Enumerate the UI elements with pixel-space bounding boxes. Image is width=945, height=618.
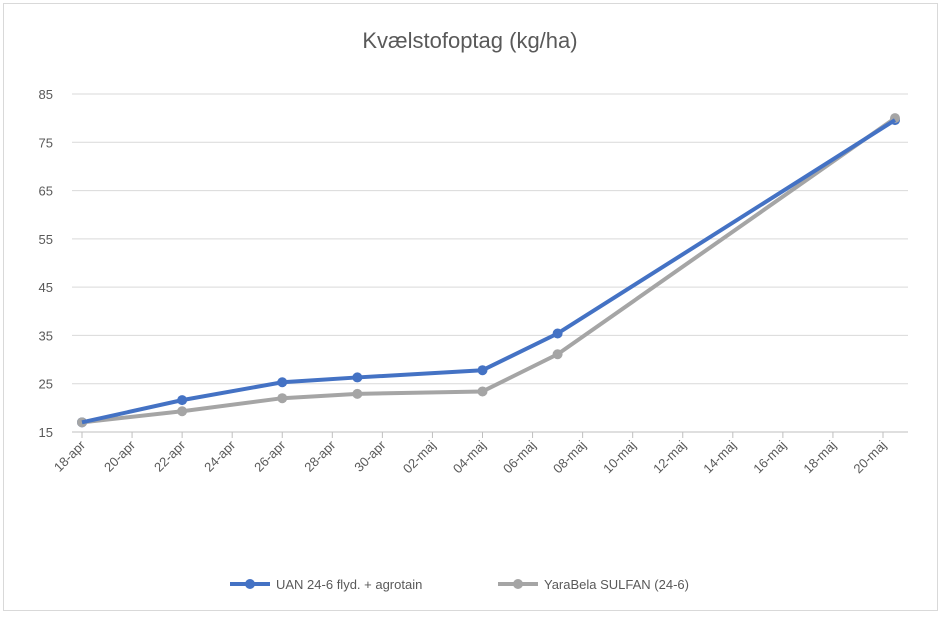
- data-point: [477, 386, 488, 397]
- y-tick-label: 15: [39, 425, 53, 440]
- y-tick-label: 75: [39, 135, 53, 150]
- x-tick-label: 14-maj: [700, 437, 739, 476]
- data-point: [177, 406, 188, 417]
- legend-marker-1: [513, 579, 523, 589]
- x-tick-label: 16-maj: [750, 437, 789, 476]
- y-tick-label: 45: [39, 280, 53, 295]
- x-tick-label: 04-maj: [450, 437, 489, 476]
- x-tick-label: 22-apr: [151, 437, 189, 475]
- x-tick-label: 30-apr: [351, 437, 389, 475]
- y-tick-label: 25: [39, 377, 53, 392]
- x-tick-label: 08-maj: [550, 437, 589, 476]
- x-tick-label: 02-maj: [400, 437, 439, 476]
- legend-label: UAN 24-6 flyd. + agrotain: [276, 577, 422, 592]
- x-tick-label: 18-maj: [800, 437, 839, 476]
- legend-marker-0: [245, 579, 255, 589]
- y-tick-label: 35: [39, 328, 53, 343]
- data-point: [352, 388, 363, 399]
- y-tick-label: 65: [39, 184, 53, 199]
- x-tick-label: 26-apr: [251, 437, 289, 475]
- x-tick-label: 18-apr: [51, 437, 89, 475]
- y-tick-label: 85: [39, 87, 53, 102]
- data-point: [277, 393, 288, 404]
- data-point: [552, 349, 563, 360]
- x-tick-label: 20-maj: [850, 437, 889, 476]
- y-tick-label: 55: [39, 232, 53, 247]
- x-tick-label: 10-maj: [600, 437, 639, 476]
- x-tick-label: 28-apr: [301, 437, 339, 475]
- series-line-0: [81, 118, 897, 425]
- x-tick-label: 20-apr: [101, 437, 139, 475]
- legend-label: YaraBela SULFAN (24-6): [544, 577, 689, 592]
- x-tick-label: 24-apr: [201, 437, 239, 475]
- x-tick-label: 06-maj: [500, 437, 539, 476]
- chart-title: Kvælstofoptag (kg/ha): [362, 28, 577, 53]
- x-tick-label: 12-maj: [650, 437, 689, 476]
- series-line-1: [81, 116, 897, 425]
- chart-frame: [3, 3, 938, 611]
